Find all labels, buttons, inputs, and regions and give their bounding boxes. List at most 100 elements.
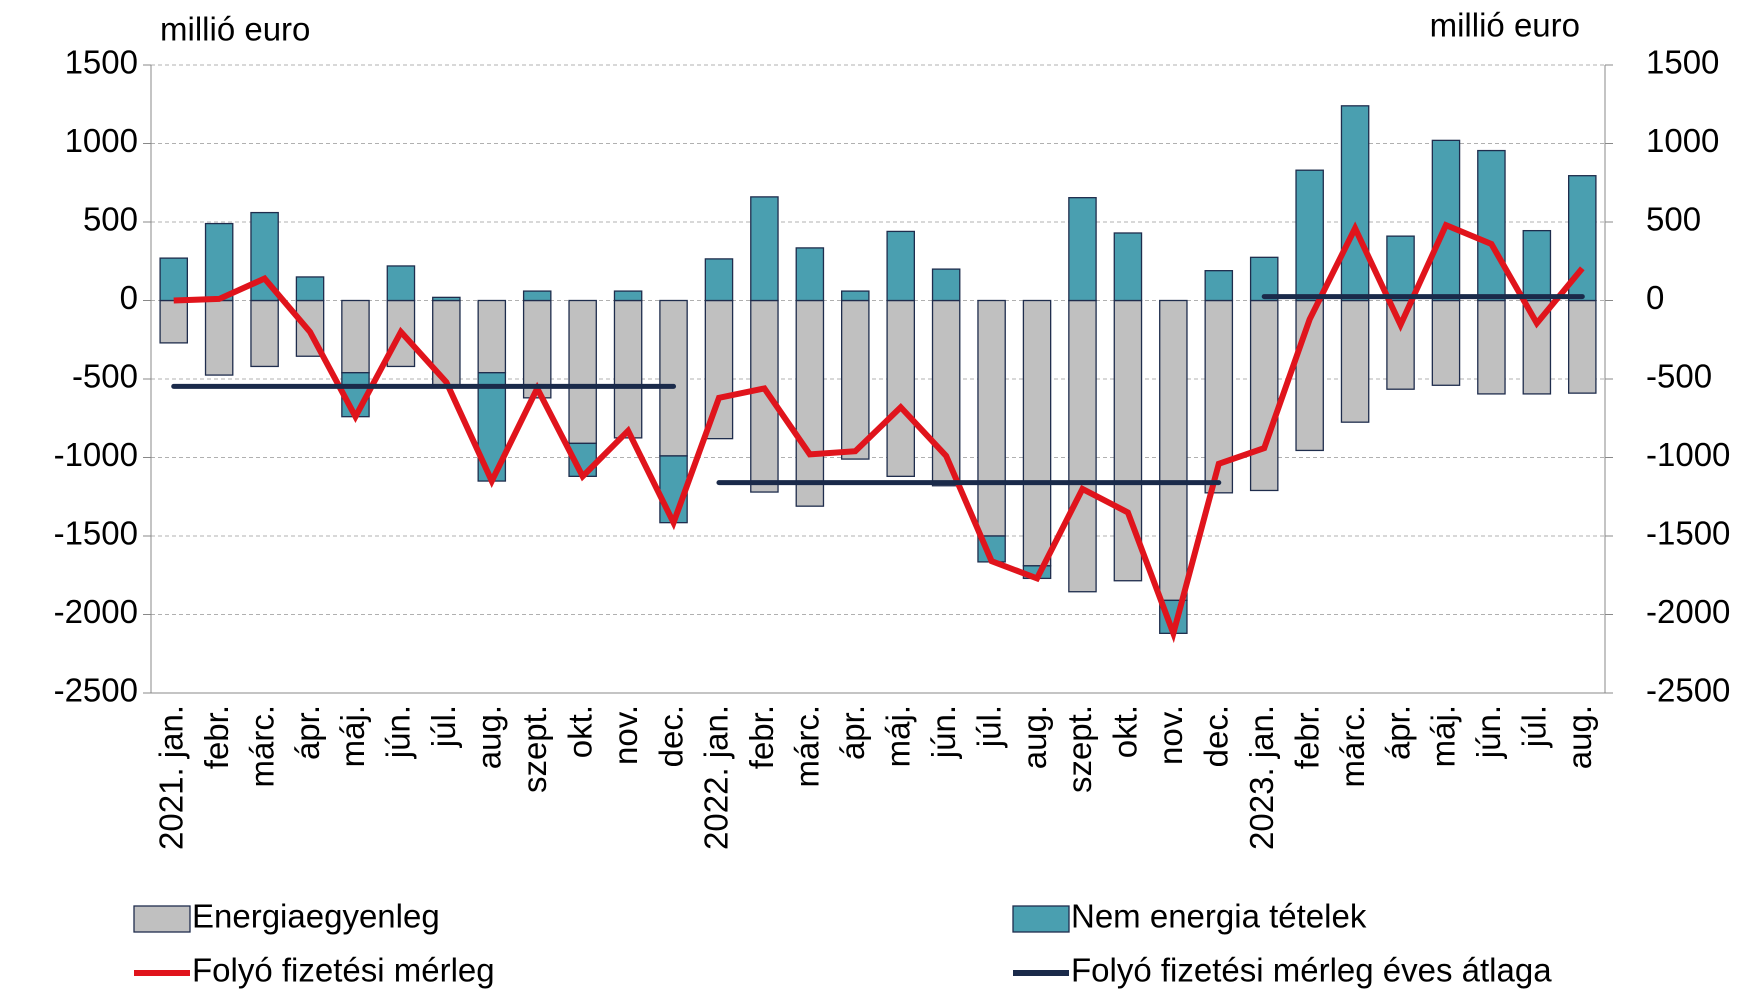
x-tick-label: jún. [380, 705, 417, 759]
bar [1477, 149, 1506, 302]
bar [159, 299, 188, 344]
x-tick-label: ápr. [834, 705, 871, 760]
x-tick-label: máj. [334, 705, 371, 767]
bar [1204, 270, 1234, 302]
legend-label: Folyó fizetési mérleg [192, 952, 495, 989]
x-tick-label: márc. [789, 705, 826, 788]
x-tick-label: nov. [1152, 705, 1189, 765]
y-tick-label: 500 [83, 201, 138, 238]
x-tick-label: aug. [1561, 705, 1598, 769]
bar [204, 299, 234, 376]
x-tick-label: szept. [1061, 705, 1098, 793]
bar [750, 299, 779, 493]
line [173, 221, 1585, 644]
y-tick-label: -2500 [54, 672, 138, 709]
bar [886, 299, 916, 477]
bar [886, 230, 916, 302]
y2-tick-label: -1500 [1646, 515, 1730, 552]
bar [795, 299, 825, 507]
x-tick-label: márc. [243, 705, 280, 788]
x-tick-label: 2022. jan. [698, 705, 735, 850]
bar [1431, 299, 1461, 386]
bar [750, 196, 779, 302]
x-tick-label: 2021. jan. [152, 705, 189, 850]
bar [613, 299, 643, 439]
bar [795, 247, 825, 302]
y2-tick-label: 500 [1646, 201, 1701, 238]
x-tick-label: máj. [1425, 705, 1462, 767]
x-tick-label: febr. [743, 705, 780, 769]
bar [204, 222, 234, 302]
x-tick-label: jún. [925, 705, 962, 759]
y-tick-label: 0 [120, 279, 138, 316]
bar [931, 268, 961, 302]
y-tick-label: 1000 [65, 122, 138, 159]
bar [1340, 105, 1370, 302]
bar [1522, 229, 1552, 302]
bar [386, 265, 416, 302]
bar [1477, 299, 1506, 395]
legend-label: Nem energia tételek [1071, 898, 1367, 935]
bar [295, 276, 325, 302]
bar [477, 299, 507, 374]
x-tick-label: aug. [471, 705, 508, 769]
x-tick-label: aug. [1016, 705, 1053, 769]
x-tick-label: máj. [879, 705, 916, 767]
bar [1068, 197, 1097, 302]
bar [841, 299, 870, 460]
y2-tick-label: -500 [1646, 358, 1712, 395]
bar [659, 299, 688, 457]
bar [1159, 299, 1188, 602]
legend-label: Folyó fizetési mérleg éves átlaga [1071, 952, 1552, 989]
x-tick-label: okt. [561, 705, 598, 758]
y2-tick-label: -2000 [1646, 593, 1730, 630]
x-tick-label: szept. [516, 705, 553, 793]
y2-axis-label: millió euro [1430, 7, 1580, 44]
y2-tick-label: 1000 [1646, 122, 1719, 159]
bar [1022, 299, 1052, 567]
bar [1431, 139, 1461, 302]
y-tick-label: -500 [72, 358, 138, 395]
bar [432, 296, 461, 302]
bar [1340, 299, 1370, 423]
bar [1068, 299, 1097, 593]
bar [704, 258, 734, 302]
bar [341, 299, 370, 374]
bar [977, 299, 1006, 537]
bar [1386, 299, 1415, 390]
bar [1386, 235, 1415, 302]
bar [159, 257, 188, 302]
x-tick-label: nov. [607, 705, 644, 765]
y2-tick-label: -2500 [1646, 672, 1730, 709]
y-axis-label: millió euro [160, 11, 310, 48]
bar [250, 299, 279, 368]
x-tick-label: dec. [1198, 705, 1235, 767]
y2-tick-label: 1500 [1646, 44, 1719, 81]
x-tick-label: febr. [198, 705, 235, 769]
x-tick-label: dec. [652, 705, 689, 767]
legend-label: Energiaegyenleg [192, 898, 440, 935]
y2-tick-label: -1000 [1646, 436, 1730, 473]
bar [1568, 299, 1597, 394]
x-tick-label: júl. [425, 705, 462, 748]
bar [841, 290, 870, 302]
x-tick-label: ápr. [289, 705, 326, 760]
y2-tick-label: 0 [1646, 279, 1664, 316]
y-tick-label: -1000 [54, 436, 138, 473]
bar [1249, 256, 1279, 302]
bar [1249, 299, 1279, 492]
bar [522, 290, 552, 302]
x-tick-label: júl. [1516, 705, 1553, 748]
bar [1113, 232, 1143, 302]
legend-swatch [1012, 905, 1070, 933]
bar [568, 299, 597, 445]
x-tick-label: 2023. jan. [1243, 705, 1280, 850]
y-tick-label: -2000 [54, 593, 138, 630]
x-tick-label: júl. [970, 705, 1007, 748]
x-tick-label: ápr. [1379, 705, 1416, 760]
y-tick-label: 1500 [65, 44, 138, 81]
bar [613, 290, 643, 302]
x-tick-label: febr. [1288, 705, 1325, 769]
x-tick-label: okt. [1107, 705, 1144, 758]
